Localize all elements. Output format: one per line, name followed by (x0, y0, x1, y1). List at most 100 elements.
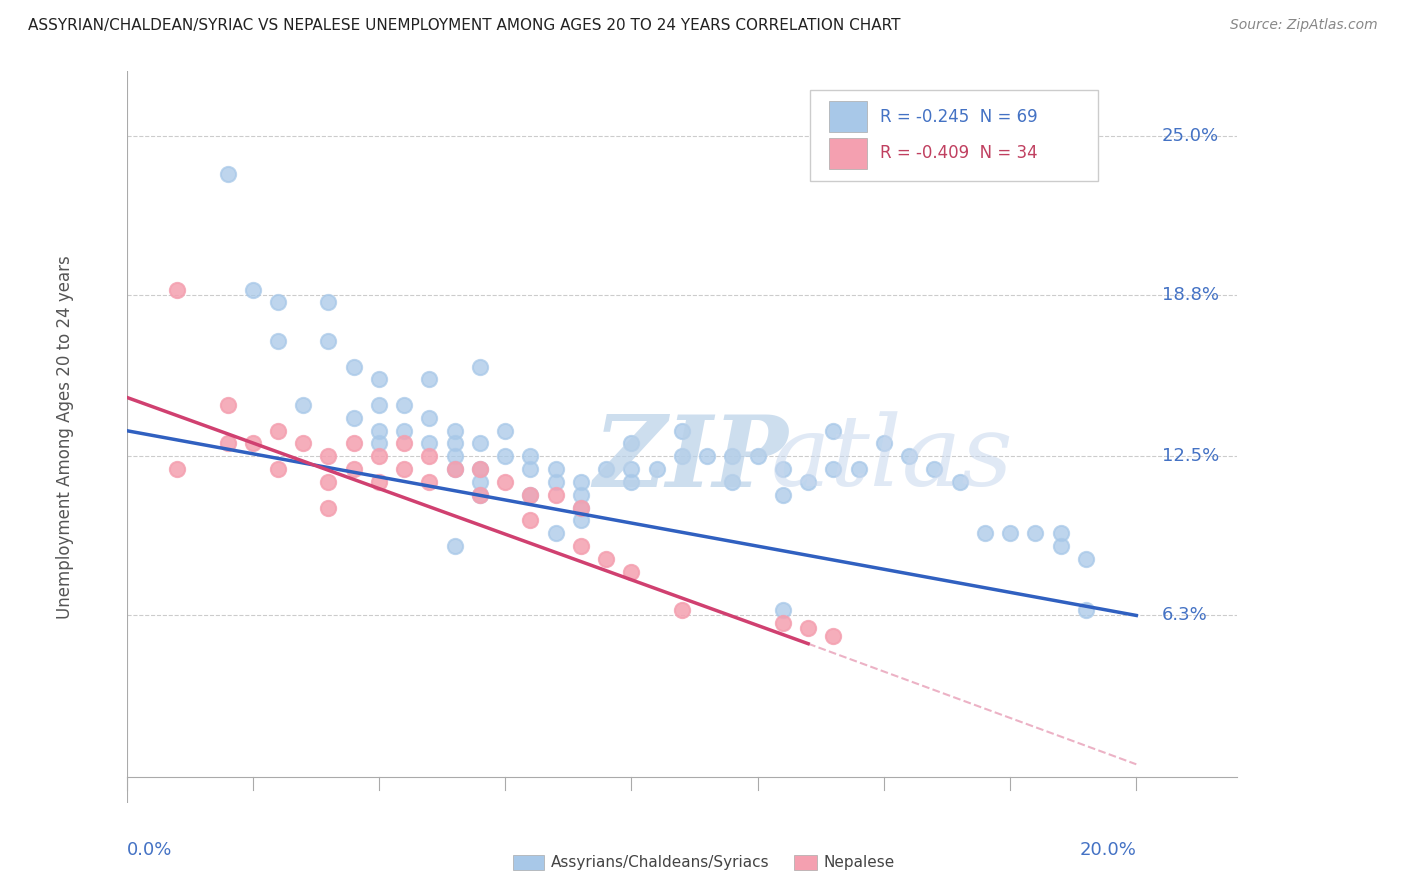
Text: atlas: atlas (770, 411, 1014, 507)
Point (721, 475, 744, 489)
Point (772, 462, 794, 476)
Text: R = -0.245  N = 69: R = -0.245 N = 69 (880, 108, 1038, 126)
Point (973, 526, 995, 541)
Point (418, 436, 440, 450)
Point (848, 462, 870, 476)
Point (772, 603, 794, 617)
Point (544, 475, 567, 489)
Point (772, 616, 794, 631)
Point (368, 372, 391, 386)
Point (494, 424, 516, 438)
Point (569, 488, 592, 502)
Point (595, 552, 617, 566)
Point (468, 462, 491, 476)
Point (747, 450, 769, 464)
Point (595, 462, 617, 476)
Point (267, 295, 290, 310)
Text: ASSYRIAN/CHALDEAN/SYRIAC VS NEPALESE UNEMPLOYMENT AMONG AGES 20 TO 24 YEARS CORR: ASSYRIAN/CHALDEAN/SYRIAC VS NEPALESE UNE… (28, 18, 901, 33)
Point (544, 488, 567, 502)
Point (267, 334, 290, 348)
Text: 0.0%: 0.0% (127, 841, 172, 859)
Point (443, 424, 465, 438)
Point (418, 475, 440, 489)
Point (772, 488, 794, 502)
Point (898, 450, 921, 464)
Point (519, 450, 541, 464)
Point (620, 462, 643, 476)
Point (468, 488, 491, 502)
Text: 6.3%: 6.3% (1161, 607, 1208, 624)
Point (797, 621, 820, 635)
Point (671, 450, 693, 464)
Text: ZIP: ZIP (593, 411, 787, 508)
Point (519, 488, 541, 502)
Point (343, 462, 366, 476)
Point (394, 462, 416, 476)
Point (468, 359, 491, 374)
Point (519, 514, 541, 528)
Point (1049, 539, 1071, 553)
Text: Assyrians/Chaldeans/Syriacs: Assyrians/Chaldeans/Syriacs (551, 855, 769, 870)
Point (823, 462, 845, 476)
Point (823, 424, 845, 438)
Point (544, 526, 567, 541)
Point (166, 462, 188, 476)
FancyBboxPatch shape (810, 90, 1098, 181)
Point (318, 334, 340, 348)
Point (519, 462, 541, 476)
Point (468, 488, 491, 502)
Text: Unemployment Among Ages 20 to 24 years: Unemployment Among Ages 20 to 24 years (56, 255, 75, 619)
Point (418, 372, 440, 386)
Text: Nepalese: Nepalese (824, 855, 896, 870)
Point (217, 167, 239, 181)
Point (569, 500, 592, 515)
Point (267, 462, 290, 476)
Point (645, 462, 668, 476)
Point (368, 398, 391, 412)
Point (242, 436, 264, 450)
Point (443, 450, 465, 464)
Text: 18.8%: 18.8% (1161, 285, 1219, 303)
Point (569, 475, 592, 489)
Point (468, 436, 491, 450)
Point (924, 462, 946, 476)
Point (544, 462, 567, 476)
Point (292, 436, 315, 450)
Point (318, 475, 340, 489)
Point (443, 539, 465, 553)
Point (1024, 526, 1046, 541)
Point (620, 436, 643, 450)
Point (318, 295, 340, 310)
Point (1049, 526, 1071, 541)
Point (494, 450, 516, 464)
Point (217, 398, 239, 412)
Point (166, 283, 188, 297)
Point (671, 603, 693, 617)
Point (343, 436, 366, 450)
Point (1074, 603, 1097, 617)
Point (318, 450, 340, 464)
Point (443, 462, 465, 476)
Point (242, 283, 264, 297)
Point (418, 410, 440, 425)
Point (823, 629, 845, 643)
Point (797, 475, 820, 489)
Point (468, 475, 491, 489)
Text: 25.0%: 25.0% (1161, 127, 1219, 145)
Point (418, 450, 440, 464)
Point (267, 424, 290, 438)
Point (494, 475, 516, 489)
Text: Source: ZipAtlas.com: Source: ZipAtlas.com (1230, 18, 1378, 32)
Point (998, 526, 1021, 541)
Point (569, 514, 592, 528)
Point (343, 359, 366, 374)
Point (519, 488, 541, 502)
Point (949, 475, 972, 489)
Point (217, 436, 239, 450)
Point (368, 450, 391, 464)
Text: 20.0%: 20.0% (1080, 841, 1136, 859)
Point (343, 410, 366, 425)
Point (620, 475, 643, 489)
Point (1074, 552, 1097, 566)
Point (696, 450, 718, 464)
